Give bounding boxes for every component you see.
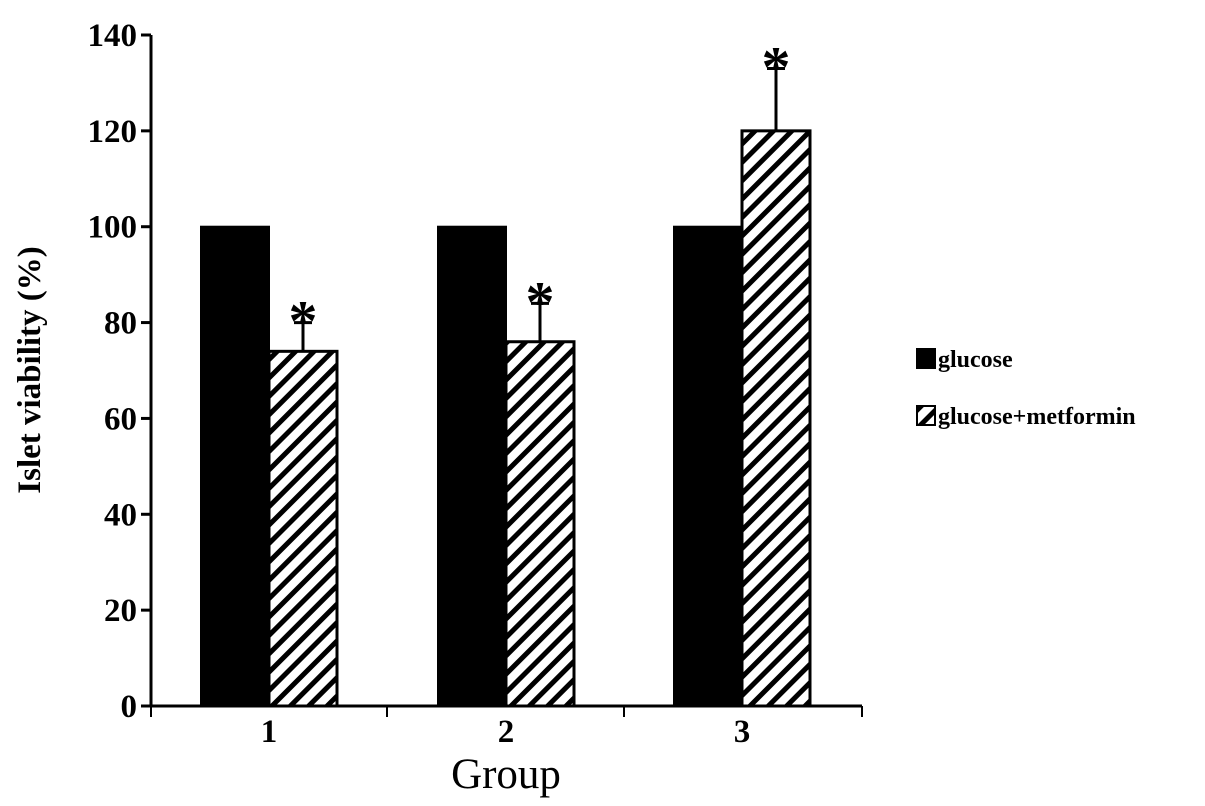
- x-tick-label: 2: [498, 714, 515, 750]
- legend-swatch: [916, 405, 936, 426]
- bar-glucose-metformin: [504, 340, 576, 708]
- legend-swatch: [916, 348, 936, 369]
- legend-label: glucose: [938, 347, 1013, 373]
- x-tick-label: 1: [261, 714, 278, 750]
- y-tick-label: 120: [88, 114, 138, 150]
- significance-marker: *: [289, 289, 318, 354]
- bars: * * *: [200, 35, 812, 708]
- bar-glucose: [673, 225, 743, 707]
- significance-marker: *: [526, 269, 555, 334]
- y-tick-label: 60: [104, 401, 137, 437]
- legend-label: glucose+metformin: [938, 404, 1136, 430]
- y-tick-label: 0: [121, 689, 138, 725]
- bar-glucose-metformin: [267, 349, 339, 708]
- y-tick-label: 140: [88, 18, 138, 54]
- legend: glucose glucose+metformin: [916, 347, 1136, 430]
- bar-glucose-metformin: [740, 129, 812, 708]
- y-tick-label: 40: [104, 497, 137, 533]
- x-axis-label: Group: [451, 751, 561, 798]
- y-tick-label: 80: [104, 306, 137, 342]
- y-tick-label: 100: [88, 210, 138, 246]
- x-tick-label: 3: [734, 714, 751, 750]
- bar-glucose: [200, 225, 270, 707]
- significance-marker: *: [762, 35, 791, 100]
- bar-glucose: [437, 225, 507, 707]
- y-axis-label: Islet viability (%): [12, 246, 48, 493]
- axes: 0 20 40 60 80 100 120 140 1 2 3 Group Islet viabilit…: [12, 18, 863, 798]
- y-tick-label: 20: [104, 593, 137, 629]
